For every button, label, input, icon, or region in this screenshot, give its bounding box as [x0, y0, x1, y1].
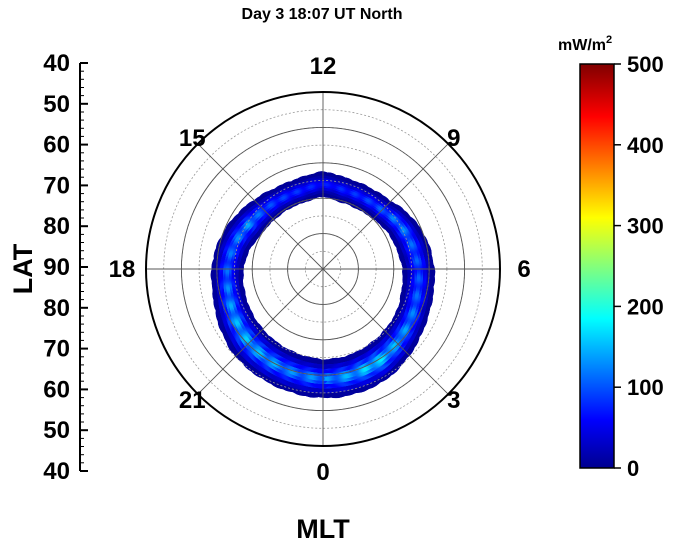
auroral-oval — [210, 171, 436, 399]
chart-title: Day 3 18:07 UT North — [242, 6, 403, 23]
